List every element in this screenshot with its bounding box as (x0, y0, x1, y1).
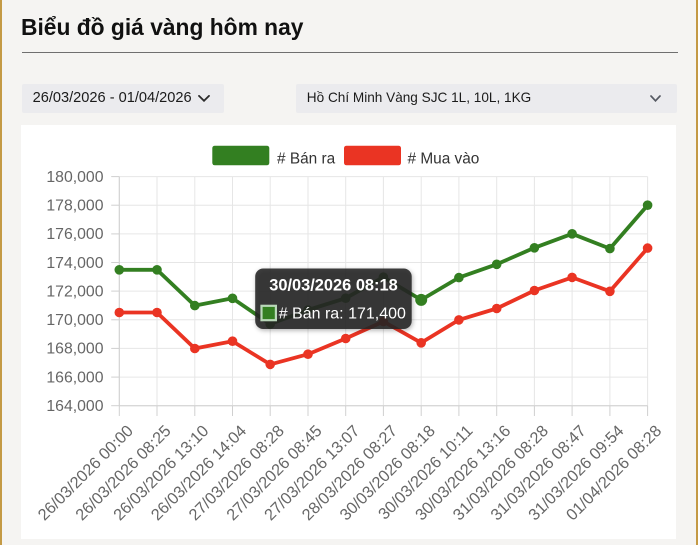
svg-text:166,000: 166,000 (46, 369, 103, 386)
svg-text:# Mua vào: # Mua vào (408, 150, 480, 167)
svg-text:180,000: 180,000 (46, 169, 103, 186)
svg-text:168,000: 168,000 (46, 341, 103, 358)
svg-text:174,000: 174,000 (46, 255, 103, 272)
svg-text:172,000: 172,000 (46, 283, 103, 300)
svg-text:178,000: 178,000 (46, 198, 103, 215)
svg-text:# Bán ra: # Bán ra (277, 150, 336, 167)
svg-text:164,000: 164,000 (46, 398, 103, 415)
svg-text:30/03/2026 08:18: 30/03/2026 08:18 (269, 277, 398, 295)
svg-text:176,000: 176,000 (46, 226, 103, 243)
svg-text:170,000: 170,000 (46, 312, 103, 329)
svg-text:# Bán ra: 171,400: # Bán ra: 171,400 (279, 306, 406, 323)
